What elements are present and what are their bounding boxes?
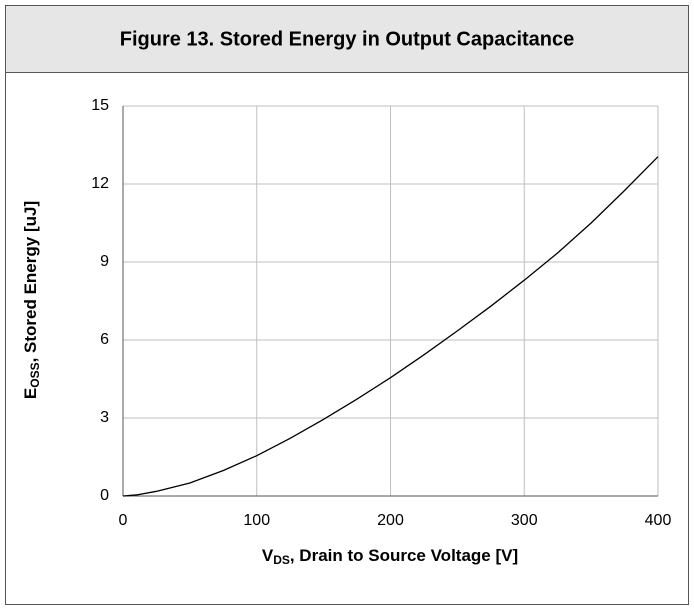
y-axis-label: EOSS, Stored Energy [uJ]: [21, 201, 42, 399]
frame: [5, 5, 689, 605]
y-label-sub: OSS: [28, 362, 42, 387]
x-axis-label: VDS, Drain to Source Voltage [V]: [262, 546, 518, 567]
header: [5, 5, 689, 73]
y-tick-label: 15: [91, 97, 109, 114]
x-label-rest: , Drain to Source Voltage [V]: [290, 546, 518, 565]
y-tick-label: 3: [100, 409, 109, 426]
x-tick-label: 100: [243, 512, 270, 529]
x-label-sub: DS: [273, 553, 290, 567]
plot: 0 3 6 9 12 15 0 100 200 300 400: [91, 97, 671, 529]
line: [122, 156, 659, 497]
x-label-main: V: [262, 546, 274, 565]
y-tick-label: 0: [100, 487, 109, 504]
x-tick-label: 0: [119, 512, 128, 529]
x-tick-label: 400: [645, 512, 672, 529]
chart-title: Figure 13. Stored Energy in Output Capac…: [120, 28, 575, 50]
y-tick-label: 12: [91, 175, 109, 192]
x-tick-label: 200: [377, 512, 404, 529]
y-label-rest: , Stored Energy [uJ]: [21, 201, 40, 363]
x-tick-label: 300: [511, 512, 538, 529]
y-tick-label: 6: [100, 331, 109, 348]
y-tick-label: 9: [100, 253, 109, 270]
y-label-main: E: [21, 388, 40, 399]
